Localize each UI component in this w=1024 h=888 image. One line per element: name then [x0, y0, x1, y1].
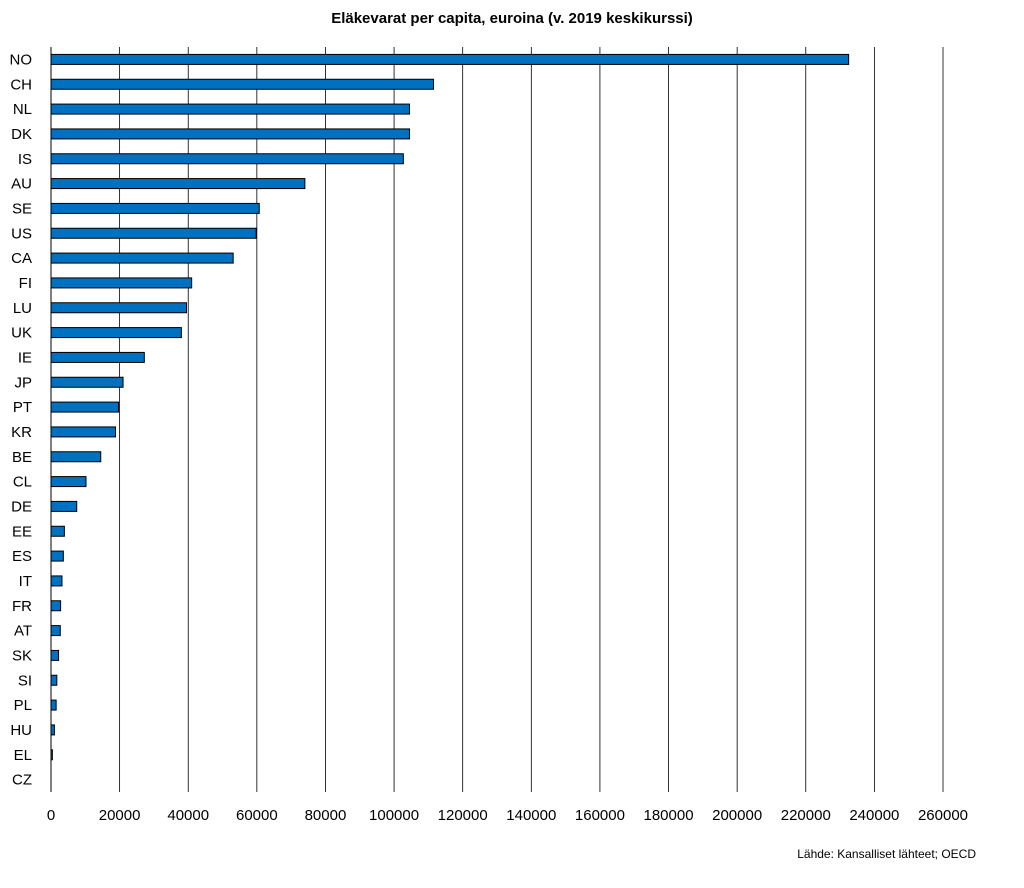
y-tick-label: LU [13, 300, 32, 317]
y-tick-label: JP [14, 374, 32, 391]
bar-jp [50, 376, 124, 388]
y-tick-label: IS [18, 151, 32, 168]
bar-fi [50, 277, 193, 289]
y-tick-label: FI [19, 275, 32, 292]
y-tick-label: PT [13, 399, 32, 416]
y-tick-label: CA [11, 250, 32, 267]
y-tick-label: CZ [12, 772, 32, 789]
bar-ca [50, 252, 234, 264]
x-tick-label: 160000 [575, 807, 625, 824]
x-tick-label: 200000 [712, 807, 762, 824]
bar-si [50, 674, 58, 686]
bar-nl [50, 103, 411, 115]
bar-au [50, 178, 306, 190]
y-tick-label: DE [11, 498, 32, 515]
y-tick-label: EE [12, 523, 32, 540]
bar-is [50, 153, 404, 165]
x-tick-label: 240000 [849, 807, 899, 824]
bar-se [50, 202, 260, 214]
x-tick-label: 20000 [99, 807, 141, 824]
gridlines [50, 47, 944, 792]
y-tick-label: CH [10, 76, 32, 93]
bar-lu [50, 302, 188, 314]
bar-sk [50, 649, 60, 661]
x-tick-label: 140000 [506, 807, 556, 824]
bar-ee [50, 525, 65, 537]
x-tick-label: 180000 [644, 807, 694, 824]
bar-pl [50, 699, 57, 711]
bar-dk [50, 128, 411, 140]
bar-ch [50, 78, 435, 90]
y-tick-label: NL [13, 101, 32, 118]
bar-de [50, 500, 78, 512]
y-tick-label: IT [19, 573, 32, 590]
bar-it [50, 575, 63, 587]
bar-kr [50, 426, 116, 438]
x-tick-label: 220000 [781, 807, 831, 824]
y-tick-label: SI [18, 672, 32, 689]
bar-be [50, 451, 102, 463]
y-tick-label: EL [14, 747, 32, 764]
bar-pt [50, 401, 120, 413]
bars [50, 53, 850, 761]
bar-ie [50, 351, 145, 363]
bar-uk [50, 327, 182, 339]
y-tick-label: CL [13, 474, 32, 491]
x-tick-label: 120000 [438, 807, 488, 824]
chart-title: Eläkevarat per capita, euroina (v. 2019 … [331, 10, 693, 27]
y-tick-label: IE [18, 349, 32, 366]
x-tick-label: 0 [47, 807, 55, 824]
x-axis-labels: 0 20000 40000 60000 80000 100000 120000 140000 1… [47, 807, 968, 824]
y-tick-label: SE [12, 200, 32, 217]
y-tick-label: HU [10, 722, 32, 739]
y-tick-label: SK [12, 647, 32, 664]
y-tick-label: AU [11, 176, 32, 193]
x-tick-label: 260000 [918, 807, 968, 824]
y-axis-labels: NO CH NL DK IS AU SE US CA FI LU UK IE JP PT KR BE CL DE EE… [10, 51, 33, 788]
y-tick-label: AT [14, 623, 32, 640]
bar-fr [50, 600, 62, 612]
bar-at [50, 625, 61, 637]
x-tick-label: 60000 [236, 807, 278, 824]
y-tick-label: ES [12, 548, 32, 565]
x-tick-label: 80000 [305, 807, 347, 824]
source-note: Lähde: Kansalliset lähteet; OECD [797, 847, 976, 861]
y-tick-label: US [11, 225, 32, 242]
y-tick-label: KR [11, 424, 32, 441]
y-tick-label: BE [12, 449, 32, 466]
bar-el [50, 749, 53, 761]
y-tick-label: PL [14, 697, 32, 714]
x-tick-label: 100000 [369, 807, 419, 824]
x-tick-label: 40000 [167, 807, 209, 824]
bar-us [50, 227, 257, 239]
y-tick-label: DK [11, 126, 32, 143]
bar-cl [50, 476, 87, 488]
y-tick-label: NO [10, 51, 33, 68]
bar-hu [50, 724, 55, 736]
y-tick-label: FR [12, 598, 32, 615]
bar-es [50, 550, 64, 562]
bar-no [50, 53, 850, 65]
y-tick-label: UK [11, 325, 32, 342]
